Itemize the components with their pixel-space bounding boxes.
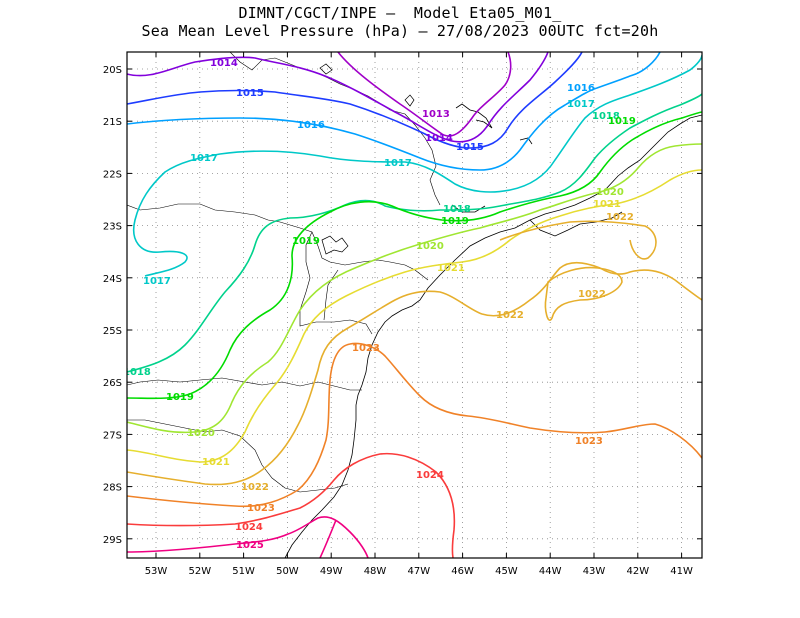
x-tick-label: 46W	[451, 566, 474, 577]
isobar-1025b	[319, 519, 337, 558]
isobar-label: 1019	[441, 216, 469, 227]
isobar-label: 1017	[190, 153, 218, 164]
y-tick-label: 23S	[103, 222, 122, 233]
isobar-1017	[133, 54, 702, 277]
isobar-label: 1023	[352, 343, 380, 354]
axis-tick-labels: 53W 52W 51W 50W 49W 48W 47W 46W 45W 44W 43W 42W 41W 2…	[103, 65, 693, 577]
isobar-1018	[127, 93, 702, 373]
lakes	[319, 63, 415, 255]
isobar-label: 1017	[567, 99, 595, 110]
isobar-label: 1019	[166, 392, 194, 403]
isobar-label: 1023	[247, 503, 275, 514]
isobar-label: 1024	[416, 470, 444, 481]
isobar-label: 1015	[236, 88, 264, 99]
isobar-1022c	[499, 220, 657, 260]
x-tick-label: 43W	[583, 566, 606, 577]
y-tick-label: 28S	[103, 483, 122, 494]
map-content: 1014 1015 1013 1014 1015 1016 1017 1017 …	[123, 52, 702, 558]
isobar-1021	[127, 169, 702, 463]
chart-title: DIMNT/CGCT/INPE – Model Eta05_M01_ Sea M…	[0, 4, 800, 40]
isobar-1015	[127, 52, 583, 149]
isobar-1022	[127, 261, 702, 486]
title-line-1: DIMNT/CGCT/INPE – Model Eta05_M01_	[238, 4, 562, 22]
coastline	[284, 103, 702, 558]
x-tick-label: 42W	[626, 566, 649, 577]
y-tick-label: 22S	[103, 169, 122, 180]
isobar-label: 1020	[187, 428, 215, 439]
isobar-label: 1017	[384, 158, 412, 169]
isobars	[127, 52, 702, 558]
x-tick-label: 41W	[670, 566, 693, 577]
isobar-1014	[127, 52, 549, 143]
isobar-label: 1018	[123, 367, 151, 378]
isobar-1025	[127, 516, 369, 558]
isobar-1016	[127, 52, 661, 171]
isobar-1013	[337, 52, 512, 137]
isobar-label: 1014	[210, 58, 238, 69]
isobar-label: 1016	[297, 120, 325, 131]
isobar-label: 1021	[593, 199, 621, 210]
x-tick-label: 53W	[145, 566, 168, 577]
x-tick-label: 44W	[539, 566, 562, 577]
isobar-label: 1020	[596, 187, 624, 198]
axis-ticks	[127, 52, 702, 558]
y-tick-label: 25S	[103, 326, 122, 337]
isobar-1022b	[544, 266, 623, 321]
isobar-label: 1023	[575, 436, 603, 447]
x-tick-label: 48W	[364, 566, 387, 577]
y-tick-label: 21S	[103, 117, 122, 128]
lat-lon-grid	[127, 52, 702, 558]
isobar-label: 1022	[606, 212, 634, 223]
isobar-label: 1018	[592, 111, 620, 122]
y-tick-label: 26S	[103, 378, 122, 389]
isobar-label: 1025	[236, 540, 264, 551]
isobar-1023	[127, 342, 702, 508]
isobar-label: 1014	[425, 133, 453, 144]
x-tick-label: 45W	[495, 566, 518, 577]
x-tick-label: 52W	[188, 566, 211, 577]
isobar-label: 1018	[443, 204, 471, 215]
isobar-label: 1022	[578, 289, 606, 300]
isobar-1020	[127, 143, 702, 434]
x-tick-label: 51W	[232, 566, 255, 577]
state-borders	[127, 52, 441, 493]
y-tick-label: 27S	[103, 430, 122, 441]
isobar-label: 1016	[567, 83, 595, 94]
isobar-label: 1013	[422, 109, 450, 120]
x-tick-label: 49W	[320, 566, 343, 577]
isobar-label: 1020	[416, 241, 444, 252]
isobar-label: 1021	[202, 457, 230, 468]
x-tick-label: 47W	[407, 566, 430, 577]
y-tick-label: 20S	[103, 65, 122, 76]
x-tick-label: 50W	[276, 566, 299, 577]
plot-frame	[126, 51, 703, 559]
title-line-2: Sea Mean Level Pressure (hPa) – 27/08/20…	[141, 22, 659, 40]
isobar-labels: 1014 1015 1013 1014 1015 1016 1017 1017 …	[123, 58, 636, 551]
y-tick-label: 24S	[103, 274, 122, 285]
isobar-1024	[127, 452, 456, 558]
isobar-label: 1021	[437, 263, 465, 274]
isobar-label: 1017	[143, 276, 171, 287]
y-tick-label: 29S	[103, 535, 122, 546]
isobar-1019	[127, 111, 702, 400]
isobar-label: 1022	[241, 482, 269, 493]
isobar-label: 1024	[235, 522, 263, 533]
isobar-label: 1022	[496, 310, 524, 321]
isobar-label: 1019	[608, 116, 636, 127]
isobar-label: 1015	[456, 142, 484, 153]
isobar-label: 1019	[292, 236, 320, 247]
